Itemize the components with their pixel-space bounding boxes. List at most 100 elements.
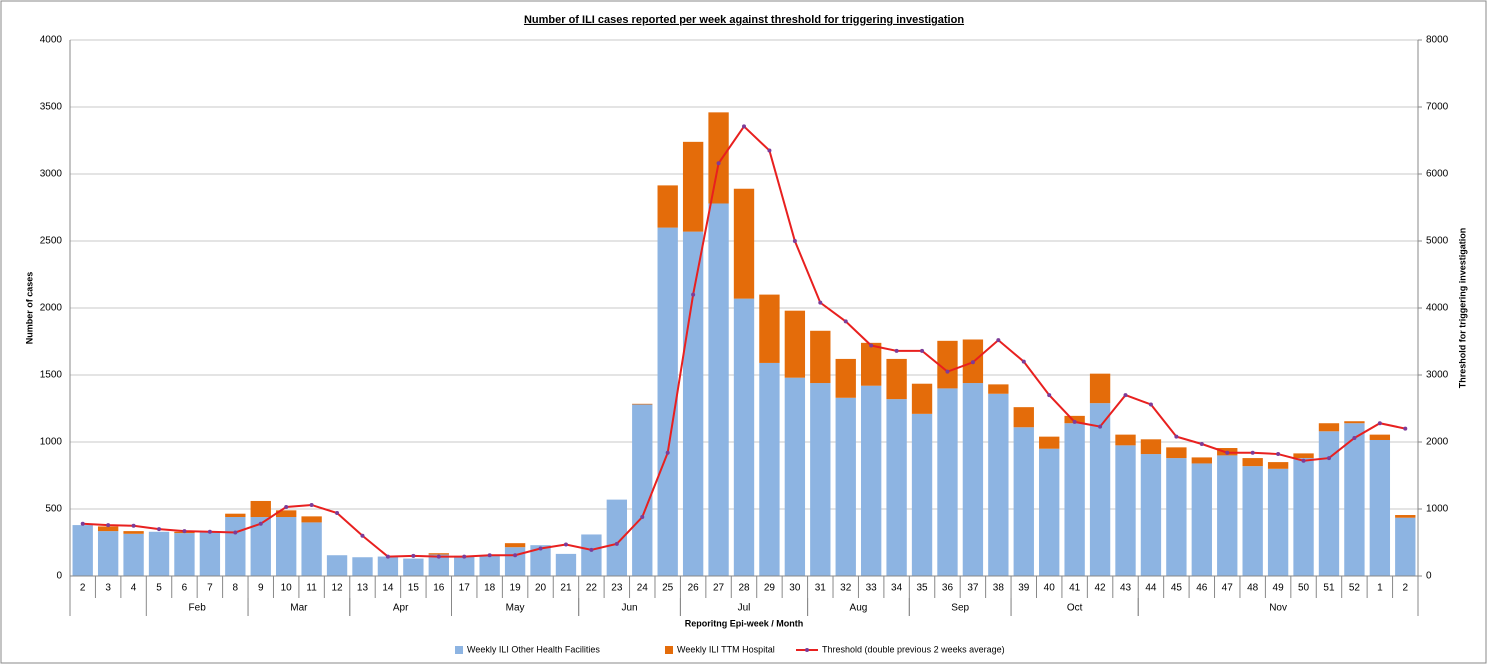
bar — [1293, 458, 1314, 576]
line-marker — [436, 554, 441, 559]
line-marker — [207, 529, 212, 534]
bar — [123, 533, 144, 576]
line-marker — [1199, 442, 1204, 447]
x-tick-label: 20 — [535, 583, 547, 594]
y-tick-label: 2000 — [40, 303, 63, 314]
y2-tick-label: 6000 — [1426, 169, 1449, 180]
bar — [225, 513, 246, 518]
bar — [1140, 439, 1162, 455]
line-marker — [869, 343, 874, 348]
y-tick-label: 3000 — [40, 169, 63, 180]
bar — [1191, 457, 1212, 464]
x-tick-label: 7 — [207, 583, 213, 594]
bar — [225, 517, 246, 576]
legend-label: Weekly ILI Other Health Facilities — [467, 644, 600, 654]
bar — [1115, 445, 1136, 576]
bar — [835, 358, 856, 398]
line-marker — [767, 148, 772, 153]
bar — [1344, 421, 1365, 424]
x-tick-label: 16 — [433, 583, 445, 594]
x-tick-label: 27 — [713, 583, 725, 594]
group-label: Feb — [189, 603, 207, 614]
bar — [1318, 431, 1340, 576]
x-tick-label: 47 — [1222, 583, 1234, 594]
bar — [174, 533, 195, 576]
bar — [810, 383, 831, 576]
y2-tick-label: 1000 — [1426, 504, 1449, 515]
x-tick-label: 18 — [484, 583, 496, 594]
line-marker — [691, 292, 696, 297]
bar — [759, 294, 780, 363]
x-tick-label: 44 — [1145, 583, 1157, 594]
line-marker — [131, 523, 136, 528]
line-marker — [920, 348, 925, 353]
line-marker — [487, 553, 492, 558]
bar — [148, 531, 170, 576]
bar — [123, 531, 144, 534]
x-axis-label: Reporitng Epi-week / Month — [685, 618, 804, 628]
line-marker — [335, 511, 340, 516]
x-tick-label: 25 — [662, 583, 674, 594]
bar — [504, 547, 526, 576]
x-tick-label: 34 — [891, 583, 903, 594]
line-marker — [1301, 458, 1306, 463]
bar — [479, 555, 500, 576]
line-marker — [589, 547, 594, 552]
x-tick-label: 10 — [281, 583, 293, 594]
line-marker — [843, 319, 848, 324]
x-tick-label: 22 — [586, 583, 598, 594]
bar — [428, 553, 449, 555]
x-tick-label: 29 — [764, 583, 776, 594]
line-marker — [1123, 393, 1128, 398]
x-tick-label: 3 — [105, 583, 111, 594]
bar — [276, 510, 297, 518]
bar — [860, 342, 882, 386]
line-marker — [1276, 452, 1281, 457]
bar — [1013, 407, 1034, 428]
bar — [1064, 415, 1085, 424]
x-tick-label: 43 — [1120, 583, 1132, 594]
bar — [1267, 468, 1289, 576]
bar — [199, 532, 221, 576]
line-marker — [614, 541, 619, 546]
x-tick-label: 40 — [1044, 583, 1056, 594]
x-tick-label: 1 — [1377, 583, 1383, 594]
group-label: Nov — [1269, 603, 1287, 614]
y2-tick-label: 4000 — [1426, 303, 1449, 314]
x-tick-label: 51 — [1323, 583, 1335, 594]
line-marker — [1072, 419, 1077, 424]
x-tick-label: 48 — [1247, 583, 1259, 594]
line-marker — [513, 553, 518, 558]
line-marker — [1021, 359, 1026, 364]
bar — [632, 404, 653, 576]
line-marker — [640, 515, 645, 520]
x-tick-label: 32 — [840, 583, 852, 594]
bar — [1293, 453, 1314, 459]
line-marker — [945, 369, 950, 374]
group-label: Apr — [393, 603, 409, 614]
line-marker — [996, 338, 1001, 343]
line-marker — [1148, 402, 1153, 407]
bar — [1344, 423, 1365, 576]
line-marker — [1326, 456, 1331, 461]
bar — [1267, 462, 1289, 469]
bar — [937, 388, 958, 576]
bar — [784, 377, 806, 576]
bar — [886, 358, 907, 400]
x-tick-label: 35 — [916, 583, 928, 594]
line-marker — [665, 450, 670, 455]
bar — [1242, 466, 1263, 576]
bar — [1089, 403, 1111, 576]
bar — [250, 517, 271, 576]
y-tick-label: 500 — [45, 504, 62, 515]
bar — [504, 543, 526, 548]
line-marker — [411, 553, 416, 558]
y-tick-label: 4000 — [40, 35, 63, 46]
bar — [682, 141, 704, 232]
bar — [860, 385, 882, 576]
bar — [1140, 454, 1162, 576]
x-tick-label: 9 — [258, 583, 264, 594]
x-tick-label: 19 — [510, 583, 522, 594]
bar — [632, 403, 653, 405]
line-marker — [1098, 424, 1103, 429]
